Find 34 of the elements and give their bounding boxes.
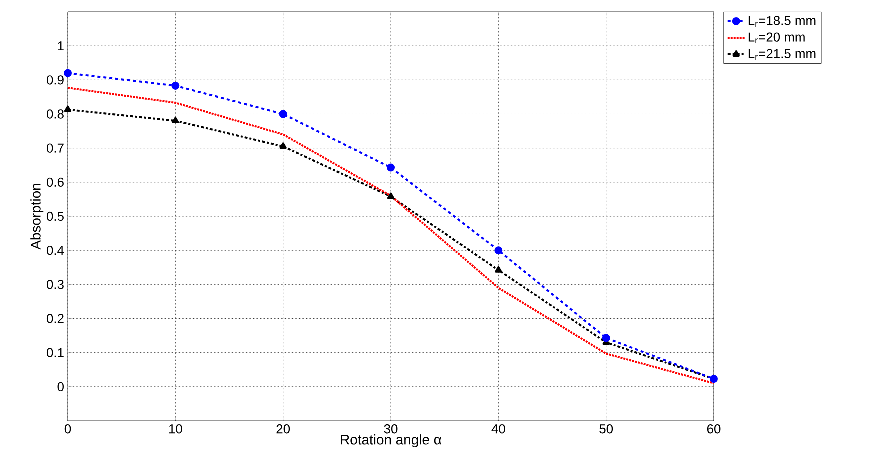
y-tick-label: 0 xyxy=(58,382,64,392)
legend-label: L$_{r}$=18.5 mm xyxy=(748,16,816,28)
y-tick-label: 0.4 xyxy=(46,246,64,256)
y-tick-label: 0.8 xyxy=(46,110,64,119)
point xyxy=(387,192,395,200)
y-tick-label: 0.5 xyxy=(46,212,64,222)
y-tick-label: 0.9 xyxy=(46,76,64,85)
x-tick-label: 0 xyxy=(64,424,72,434)
point xyxy=(172,82,180,90)
x-tick-label: 30 xyxy=(384,424,398,434)
point xyxy=(494,246,503,255)
point xyxy=(280,142,287,150)
legend-label: L$_{r}$=21.5 mm xyxy=(748,49,816,60)
point xyxy=(64,106,72,112)
x-tick-label: 20 xyxy=(276,424,290,434)
x-tick-label: 40 xyxy=(492,424,506,434)
y-tick-label: 0.2 xyxy=(46,314,64,324)
x-tick-label: 10 xyxy=(169,424,182,434)
point xyxy=(495,266,502,273)
point xyxy=(387,164,395,172)
y-axis-title: Absorption xyxy=(30,184,44,250)
y-tick-label: 0.1 xyxy=(46,348,64,358)
y-tick-label: 1 xyxy=(58,42,64,51)
x-tick-label: 60 xyxy=(707,424,721,434)
x-tick-label: 50 xyxy=(600,424,614,434)
x-axis-title: Rotation angle α xyxy=(341,434,442,448)
point xyxy=(602,334,610,342)
y-tick-label: 0.7 xyxy=(46,144,64,153)
point xyxy=(279,110,288,118)
legend-label: L$_{r}$=20 mm xyxy=(748,32,805,44)
y-tick-label: 0.3 xyxy=(46,280,64,290)
point xyxy=(172,117,180,124)
point xyxy=(64,69,72,78)
y-tick-label: 0.6 xyxy=(46,178,64,187)
